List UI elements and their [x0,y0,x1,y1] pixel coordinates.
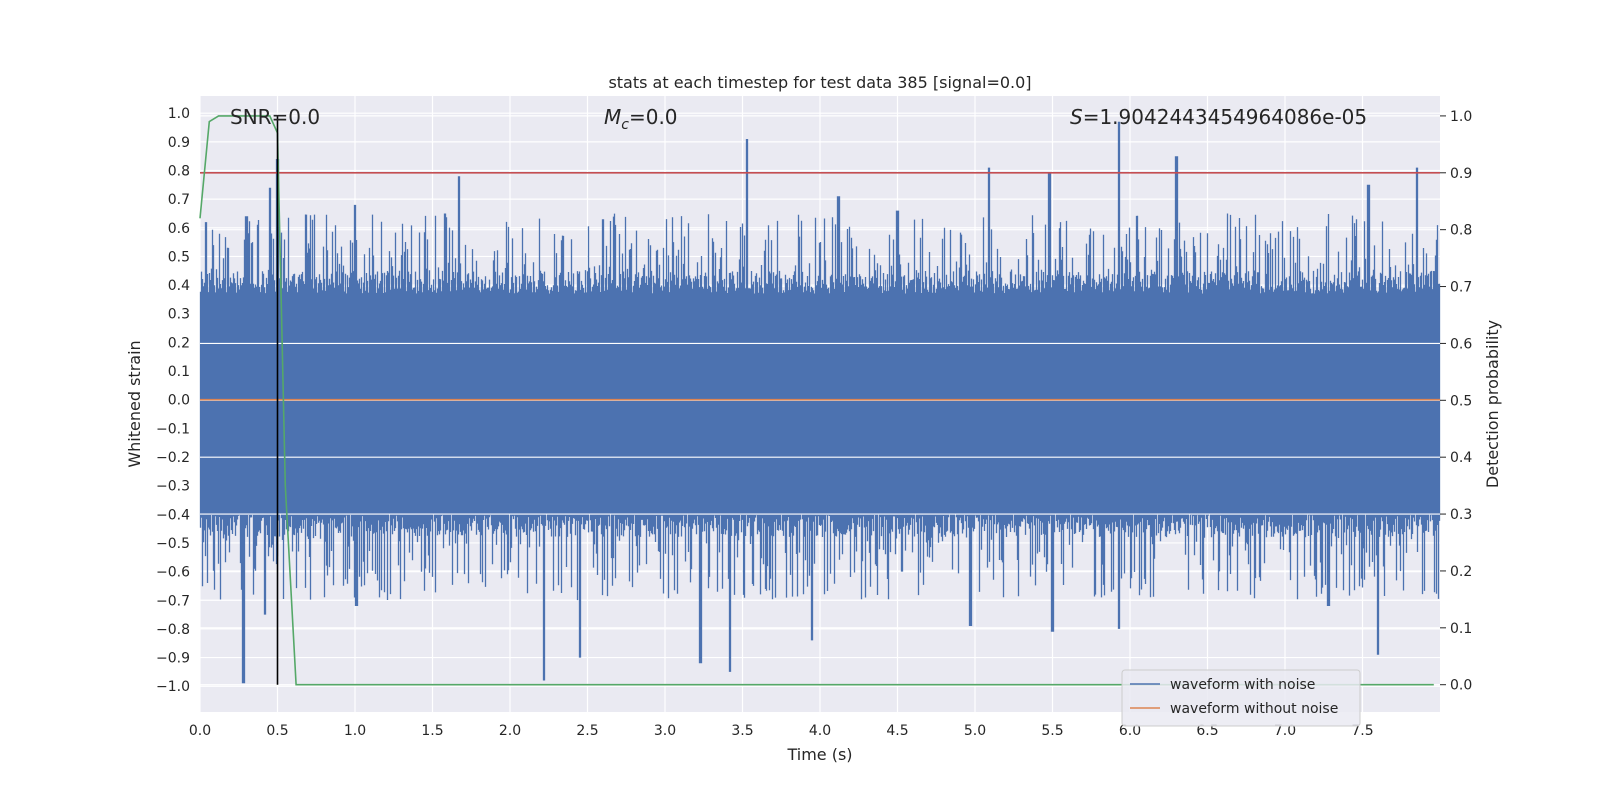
x-tick-label: 2.5 [576,723,598,739]
y-left-tick-label: 0.9 [168,135,190,151]
x-tick-label: 2.0 [499,723,521,739]
series-waveform-with-noise [199,121,1441,684]
score-symbol: S [1070,105,1083,129]
y-right-tick-labels: 1.0 0.9 0.8 0.7 0.6 0.5 0.4 0.3 0.2 0.1 0.0 [1440,109,1472,694]
x-tick-label: 4.0 [809,723,831,739]
y-left-tick-label: 0.1 [168,364,190,380]
y-left-tick-label: −0.8 [156,622,190,638]
x-tick-label: 1.5 [421,723,443,739]
y-right-tick-label: 0.9 [1450,166,1472,182]
y-right-tick-label: 0.1 [1450,621,1472,637]
y-left-tick-label: 0.2 [168,335,190,351]
y-right-tick-label: 0.4 [1450,450,1472,466]
x-tick-label: 7.0 [1274,723,1296,739]
y-right-tick-label: 1.0 [1450,109,1472,125]
y-left-tick-label: 0.3 [168,307,190,323]
series-lines [199,115,1440,686]
y-left-tick-label: 0.8 [168,163,190,179]
y-axis-left-label: Whitened strain [125,340,144,467]
x-tick-label: 1.0 [344,723,366,739]
y-right-tick-label: 0.6 [1450,336,1472,352]
y-right-tick-label: 0.8 [1450,223,1472,239]
x-axis-label: Time (s) [786,745,852,764]
chirp-mass-annotation: Mc=0.0 [604,105,678,133]
x-tick-label: 5.5 [1041,723,1063,739]
x-tick-label: 6.5 [1196,723,1218,739]
y-left-tick-label: −0.9 [156,651,190,667]
y-right-tick-label: 0.5 [1450,393,1472,409]
y-left-tick-label: 0.5 [168,249,190,265]
x-tick-label: 3.5 [731,723,753,739]
x-tick-label: 0.5 [266,723,288,739]
y-left-tick-label: −0.2 [156,450,190,466]
legend: waveform with noise waveform without noi… [1121,669,1361,727]
y-right-tick-label: 0.2 [1450,564,1472,580]
chart-title: stats at each timestep for test data 385… [608,73,1031,92]
score-annotation: S=1.9042443454964086e-05 [1070,105,1367,129]
chirp-mass-value: =0.0 [629,105,678,129]
y-left-tick-label: −0.5 [156,536,190,552]
chirp-mass-subscript: c [621,117,629,133]
legend-label-with-noise: waveform with noise [1170,677,1315,693]
x-tick-label: 4.5 [886,723,908,739]
y-left-tick-label: −0.7 [156,593,190,609]
x-tick-label: 3.0 [654,723,676,739]
y-right-tick-label: 0.0 [1450,678,1472,694]
x-tick-label: 6.0 [1119,723,1141,739]
y-left-tick-label: 1.0 [168,106,190,122]
x-tick-label: 7.5 [1351,723,1373,739]
y-left-tick-label: −0.3 [156,479,190,495]
y-left-tick-label: 0.7 [168,192,190,208]
y-left-tick-label: −1.0 [156,679,190,695]
y-left-tick-label: −0.1 [156,421,190,437]
series-detection-probability [199,115,1434,686]
y-left-tick-label: −0.4 [156,507,190,523]
x-tick-labels: 0.0 0.5 1.0 1.5 2.0 2.5 3.0 3.5 4.0 4.5 5.0 5.5 6.0 6… [189,723,1374,739]
score-value: =1.9042443454964086e-05 [1083,105,1367,129]
snr-annotation: SNR=0.0 [230,105,320,129]
y-left-tick-label: −0.6 [156,565,190,581]
y-right-tick-label: 0.3 [1450,507,1472,523]
x-tick-label: 5.0 [964,723,986,739]
y-axis-right-label: Detection probability [1483,320,1502,488]
y-left-tick-label: 0.6 [168,221,190,237]
y-left-tick-label: 0.4 [168,278,190,294]
x-tick-label: 0.0 [189,723,211,739]
chirp-mass-symbol: M [604,105,621,129]
y-left-tick-labels: 1.0 0.9 0.8 0.7 0.6 0.5 0.4 0.3 0.2 0.1 0.0 −0.1 −0.… [156,106,190,695]
y-left-tick-label: 0.0 [168,393,190,409]
noise-core-band [200,293,1440,515]
y-right-tick-label: 0.7 [1450,280,1472,296]
legend-box [1121,669,1361,727]
legend-label-without-noise: waveform without noise [1170,701,1338,717]
